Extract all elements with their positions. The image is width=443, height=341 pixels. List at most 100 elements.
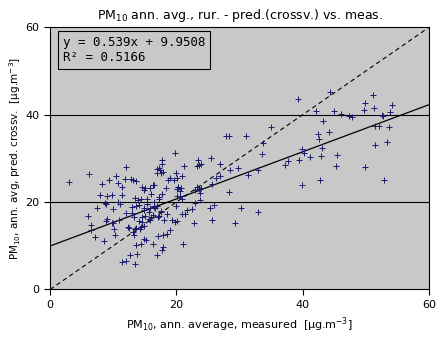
- Point: [177, 186, 184, 191]
- Point: [138, 214, 145, 219]
- Point: [168, 218, 175, 223]
- Point: [164, 211, 171, 217]
- Point: [326, 129, 333, 135]
- Point: [125, 225, 132, 230]
- Point: [196, 191, 203, 196]
- Point: [210, 202, 218, 208]
- Point: [140, 187, 147, 193]
- Point: [119, 184, 126, 189]
- Point: [133, 251, 140, 256]
- Point: [245, 172, 252, 177]
- Point: [197, 186, 204, 191]
- Point: [225, 189, 233, 195]
- Point: [312, 109, 319, 114]
- Point: [175, 184, 182, 190]
- Point: [150, 241, 157, 246]
- Point: [174, 193, 181, 198]
- Point: [154, 234, 161, 239]
- Point: [361, 101, 368, 106]
- Point: [171, 151, 179, 156]
- Point: [184, 207, 191, 212]
- Point: [176, 193, 183, 198]
- Point: [103, 218, 110, 224]
- Point: [140, 205, 148, 211]
- Point: [327, 90, 334, 95]
- Point: [174, 186, 181, 192]
- Point: [299, 146, 306, 152]
- Point: [87, 222, 94, 227]
- Point: [375, 123, 382, 129]
- Point: [178, 173, 185, 178]
- Point: [156, 165, 163, 170]
- Point: [333, 153, 340, 158]
- Point: [150, 183, 157, 188]
- Point: [132, 242, 140, 248]
- Point: [138, 184, 145, 189]
- Point: [159, 247, 166, 252]
- Point: [163, 232, 171, 237]
- Point: [147, 217, 154, 223]
- Point: [116, 217, 123, 223]
- Point: [131, 214, 138, 220]
- Point: [330, 108, 338, 114]
- Point: [361, 164, 369, 170]
- Point: [149, 182, 156, 188]
- Point: [135, 219, 142, 224]
- Point: [137, 196, 144, 202]
- Point: [130, 178, 137, 183]
- Point: [296, 158, 303, 163]
- Point: [153, 166, 160, 172]
- Point: [216, 173, 223, 178]
- Point: [319, 118, 326, 123]
- Point: [114, 180, 121, 186]
- Point: [85, 171, 93, 177]
- Point: [133, 178, 140, 183]
- Point: [140, 223, 147, 229]
- Title: PM$_{10}$ ann. avg., rur. - pred.(crossv.) vs. meas.: PM$_{10}$ ann. avg., rur. - pred.(crossv…: [97, 7, 382, 24]
- Y-axis label: PM$_{10}$, ann. avg, pred. crossv.  [μg.m$^{-3}$]: PM$_{10}$, ann. avg, pred. crossv. [μg.m…: [7, 57, 23, 260]
- Point: [171, 177, 178, 182]
- Point: [150, 212, 157, 218]
- Point: [217, 161, 224, 167]
- Point: [254, 209, 261, 215]
- Point: [166, 227, 173, 233]
- Point: [386, 124, 393, 130]
- Point: [268, 124, 275, 130]
- Point: [132, 195, 139, 201]
- Point: [372, 143, 379, 148]
- Point: [180, 163, 187, 168]
- Point: [133, 204, 140, 209]
- Point: [157, 208, 164, 213]
- Point: [173, 175, 180, 180]
- Point: [194, 184, 201, 190]
- Point: [333, 163, 340, 168]
- Point: [172, 204, 179, 209]
- Point: [141, 185, 148, 191]
- Point: [194, 164, 201, 169]
- Point: [159, 162, 166, 167]
- Point: [131, 226, 138, 232]
- Point: [227, 167, 234, 173]
- Point: [159, 169, 166, 175]
- Point: [155, 196, 162, 202]
- Point: [103, 201, 110, 207]
- Point: [349, 114, 356, 119]
- Point: [147, 186, 154, 191]
- Point: [172, 220, 179, 225]
- Point: [140, 236, 148, 241]
- Point: [300, 150, 307, 156]
- Point: [378, 113, 385, 118]
- Point: [294, 96, 301, 102]
- Point: [142, 213, 149, 219]
- Point: [235, 165, 242, 170]
- Point: [101, 238, 108, 243]
- Point: [163, 185, 170, 191]
- Point: [153, 203, 160, 209]
- Point: [387, 109, 394, 115]
- Point: [282, 162, 289, 168]
- Point: [381, 178, 388, 183]
- Point: [192, 200, 199, 205]
- Point: [165, 177, 172, 183]
- Point: [299, 182, 306, 187]
- Point: [101, 200, 109, 205]
